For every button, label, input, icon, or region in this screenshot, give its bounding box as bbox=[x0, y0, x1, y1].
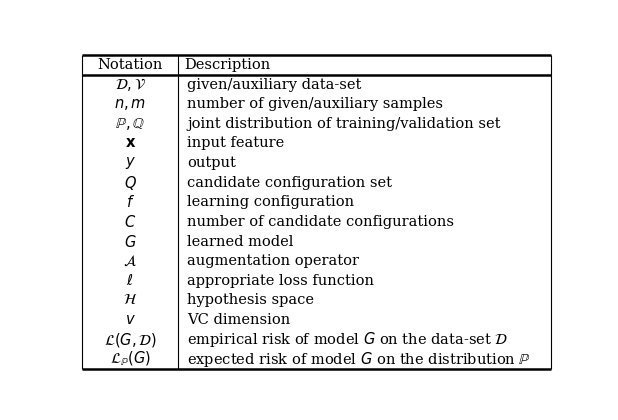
Text: $\mathcal{L}_{\mathbb{P}}(G)$: $\mathcal{L}_{\mathbb{P}}(G)$ bbox=[109, 350, 151, 368]
Text: $n,m$: $n,m$ bbox=[114, 97, 146, 112]
Text: $y$: $y$ bbox=[125, 155, 136, 171]
Text: expected risk of model $G$ on the distribution $\mathbb{P}$: expected risk of model $G$ on the distri… bbox=[187, 349, 531, 369]
Text: augmentation operator: augmentation operator bbox=[187, 254, 359, 268]
Text: $\mathbf{x}$: $\mathbf{x}$ bbox=[125, 136, 136, 150]
Text: $C$: $C$ bbox=[124, 214, 136, 230]
Text: appropriate loss function: appropriate loss function bbox=[187, 274, 374, 288]
Text: VC dimension: VC dimension bbox=[187, 313, 290, 327]
Text: $\mathcal{D},\mathcal{V}$: $\mathcal{D},\mathcal{V}$ bbox=[114, 76, 146, 93]
Text: $\mathcal{H}$: $\mathcal{H}$ bbox=[123, 293, 137, 307]
Text: number of candidate configurations: number of candidate configurations bbox=[187, 215, 454, 229]
Text: $\ell$: $\ell$ bbox=[127, 273, 134, 288]
Text: joint distribution of training/validation set: joint distribution of training/validatio… bbox=[187, 117, 501, 131]
Text: learning configuration: learning configuration bbox=[187, 195, 354, 209]
Text: $f$: $f$ bbox=[125, 194, 135, 210]
Text: empirical risk of model $G$ on the data-set $\mathcal{D}$: empirical risk of model $G$ on the data-… bbox=[187, 330, 508, 349]
Text: output: output bbox=[187, 156, 235, 170]
Text: number of given/auxiliary samples: number of given/auxiliary samples bbox=[187, 97, 443, 111]
Text: Description: Description bbox=[184, 58, 270, 72]
Text: $\mathbb{P},\mathbb{Q}$: $\mathbb{P},\mathbb{Q}$ bbox=[115, 116, 145, 132]
Text: candidate configuration set: candidate configuration set bbox=[187, 176, 392, 190]
Text: Notation: Notation bbox=[98, 58, 163, 72]
Text: $G$: $G$ bbox=[124, 234, 137, 249]
Text: $Q$: $Q$ bbox=[124, 174, 137, 192]
Text: input feature: input feature bbox=[187, 136, 284, 150]
Text: $v$: $v$ bbox=[125, 313, 135, 327]
Text: $\mathcal{A}$: $\mathcal{A}$ bbox=[123, 254, 137, 268]
Text: learned model: learned model bbox=[187, 234, 294, 249]
Text: $\mathcal{L}(G,\mathcal{D})$: $\mathcal{L}(G,\mathcal{D})$ bbox=[104, 331, 156, 349]
Text: given/auxiliary data-set: given/auxiliary data-set bbox=[187, 78, 362, 92]
Text: hypothesis space: hypothesis space bbox=[187, 293, 314, 307]
